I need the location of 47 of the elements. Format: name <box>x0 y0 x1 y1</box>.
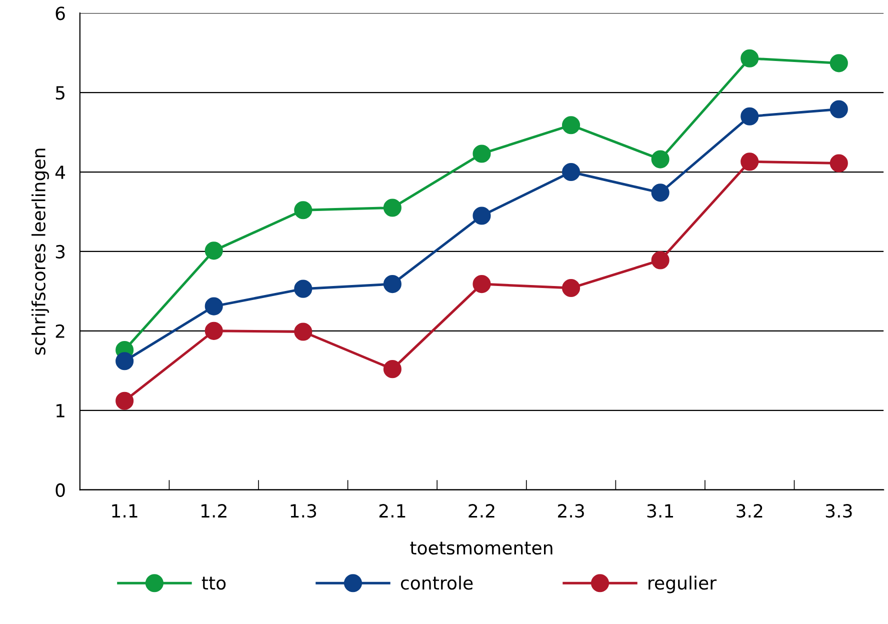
point <box>116 392 134 410</box>
point <box>383 198 402 217</box>
point <box>562 278 580 298</box>
y-axis-title: schrijfscores leerlingen <box>32 148 49 355</box>
x-axis-title: toetsmomenten <box>410 542 552 555</box>
legend-label: regulier <box>648 576 717 594</box>
y-tick-label: 0 <box>56 483 65 497</box>
y-tick-label: 6 <box>56 6 65 20</box>
x-tick-label: 1.3 <box>290 504 316 518</box>
point <box>562 116 580 134</box>
legend-label: controle <box>400 576 473 590</box>
point <box>294 201 312 220</box>
y-tick-label: 4 <box>55 166 66 179</box>
y-tick-label: 2 <box>56 324 64 338</box>
legend-label: tto <box>202 576 226 590</box>
point <box>740 152 759 171</box>
point <box>204 322 223 340</box>
point <box>204 242 223 260</box>
point <box>472 206 491 225</box>
point <box>383 360 402 378</box>
x-tick-label: 1.1 <box>112 504 138 518</box>
point <box>740 49 759 68</box>
y-tick-label: 5 <box>56 86 64 100</box>
point <box>651 150 670 168</box>
point <box>472 144 491 163</box>
y-tick-label: 3 <box>56 244 65 259</box>
point <box>830 100 848 118</box>
y-tick-label: 1 <box>56 404 64 418</box>
point <box>830 154 848 172</box>
point <box>830 54 848 72</box>
x-tick-label: 3.2 <box>736 504 762 518</box>
x-tick-label: 2.3 <box>558 504 584 518</box>
point <box>651 184 670 202</box>
point <box>383 275 402 294</box>
point <box>294 322 312 341</box>
point <box>562 162 580 182</box>
point <box>740 107 759 126</box>
point <box>294 280 312 298</box>
x-tick-label: 1.2 <box>201 504 226 518</box>
x-tick-label: 2.2 <box>468 504 494 518</box>
point <box>204 297 223 316</box>
point <box>472 275 491 294</box>
x-tick-label: 3.1 <box>647 504 674 518</box>
x-tick-label: 2.1 <box>379 504 406 518</box>
point <box>116 352 134 370</box>
point <box>651 251 670 270</box>
x-tick-label: 3.3 <box>826 504 852 518</box>
